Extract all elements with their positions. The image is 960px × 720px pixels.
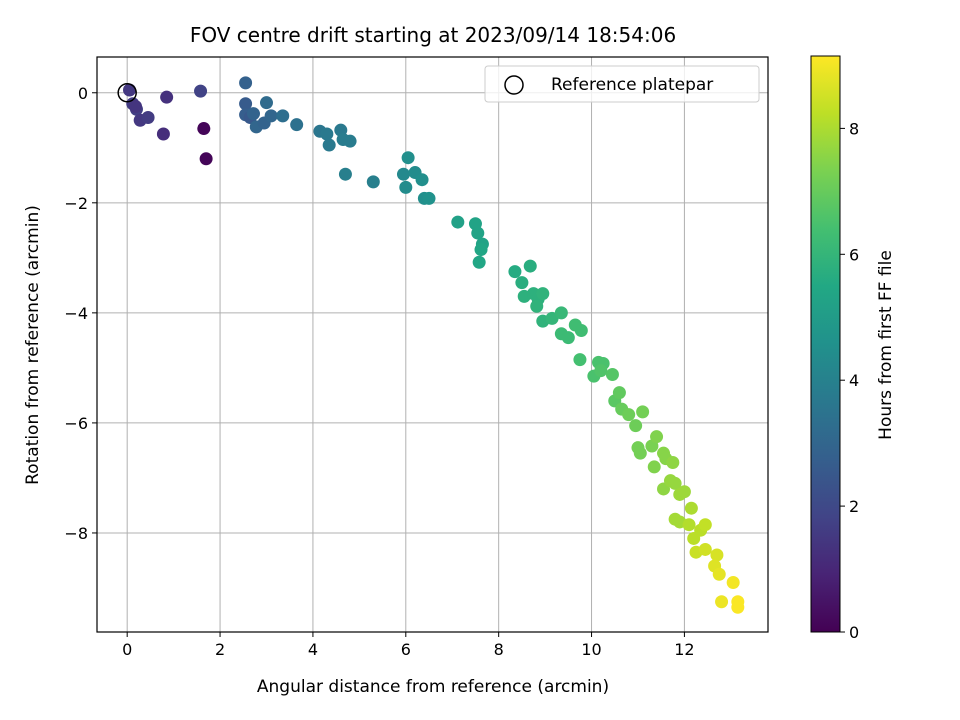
data-point	[156, 127, 170, 141]
plot-frame	[96, 56, 769, 633]
data-point	[338, 167, 352, 181]
data-point	[677, 485, 691, 499]
data-point	[160, 90, 174, 104]
colorbar-label: Hours from first FF file	[876, 250, 896, 440]
y-tick-label: −8	[64, 524, 88, 543]
data-point	[668, 476, 682, 490]
colorbar-tick-label: 4	[849, 371, 859, 390]
data-point	[472, 255, 486, 269]
data-point	[605, 367, 619, 381]
data-point	[399, 180, 413, 194]
data-point	[508, 265, 522, 279]
data-point	[451, 215, 465, 229]
data-point	[554, 306, 568, 320]
data-point	[650, 430, 664, 444]
data-point	[712, 567, 726, 581]
y-tick-label: 0	[78, 84, 88, 103]
data-point	[322, 138, 336, 152]
colorbar: 0 2 4 6 8 Hours from first FF file	[810, 55, 896, 642]
data-point	[536, 287, 550, 301]
axis-ticks: 0 2 4 6 8 10 12 0 −2 −4 −6 −8	[64, 84, 694, 659]
data-point	[239, 97, 253, 111]
colorbar-tick-label: 8	[849, 119, 859, 138]
data-point	[123, 83, 137, 97]
data-point	[574, 323, 588, 337]
data-point	[141, 111, 155, 125]
data-point	[561, 331, 575, 345]
data-point	[343, 134, 357, 148]
data-point	[515, 276, 529, 290]
data-point	[636, 405, 650, 419]
data-point	[594, 364, 608, 378]
data-point	[523, 259, 537, 273]
legend-label: Reference platepar	[551, 75, 713, 95]
y-tick-label: −2	[64, 194, 88, 213]
x-tick-label: 10	[581, 640, 601, 659]
data-point	[471, 226, 485, 240]
data-point	[573, 353, 587, 367]
data-point	[264, 109, 278, 123]
data-point	[199, 152, 213, 166]
data-point	[629, 419, 643, 433]
x-tick-label: 8	[494, 640, 504, 659]
data-point	[197, 122, 211, 136]
y-axis-label: Rotation from reference (arcmin)	[23, 205, 43, 485]
data-point	[647, 460, 661, 474]
data-point	[401, 151, 415, 165]
data-point	[530, 299, 544, 313]
x-tick-label: 2	[215, 640, 225, 659]
colorbar-ticks: 0 2 4 6 8	[840, 119, 859, 642]
data-point	[239, 76, 253, 90]
data-point	[290, 118, 304, 132]
data-point	[726, 575, 740, 589]
y-tick-label: −4	[64, 304, 88, 323]
data-point	[474, 243, 488, 257]
x-tick-label: 12	[674, 640, 694, 659]
colorbar-tick-label: 6	[849, 245, 859, 264]
grid	[97, 57, 768, 632]
data-point	[682, 518, 696, 532]
data-point	[246, 107, 260, 121]
data-point	[194, 84, 208, 98]
chart-title: FOV centre drift starting at 2023/09/14 …	[190, 23, 676, 47]
data-point	[633, 446, 647, 460]
data-point	[366, 175, 380, 189]
data-point	[276, 109, 290, 123]
data-point	[612, 386, 626, 400]
y-tick-label: −6	[64, 414, 88, 433]
data-point	[415, 173, 429, 187]
data-point	[129, 100, 143, 114]
data-point	[698, 542, 712, 556]
data-point	[422, 191, 436, 205]
x-tick-label: 4	[308, 640, 318, 659]
x-axis-label: Angular distance from reference (arcmin)	[257, 677, 609, 697]
data-point	[731, 600, 745, 614]
data-points	[117, 76, 745, 614]
data-point	[684, 501, 698, 515]
colorbar-tick-label: 0	[849, 623, 859, 642]
data-point	[698, 518, 712, 532]
x-tick-label: 6	[401, 640, 411, 659]
legend: Reference platepar	[484, 65, 760, 103]
data-point	[259, 96, 273, 110]
data-point	[715, 595, 729, 609]
data-point	[710, 548, 724, 562]
data-point	[396, 167, 410, 181]
reference-platepar-marker	[117, 83, 137, 103]
colorbar-tick-label: 2	[849, 497, 859, 516]
legend-box	[484, 65, 760, 103]
data-point	[320, 127, 334, 141]
data-point	[622, 408, 636, 422]
x-tick-label: 0	[122, 640, 132, 659]
colorbar-gradient	[810, 55, 841, 633]
data-point	[666, 456, 680, 470]
legend-marker	[504, 75, 524, 95]
